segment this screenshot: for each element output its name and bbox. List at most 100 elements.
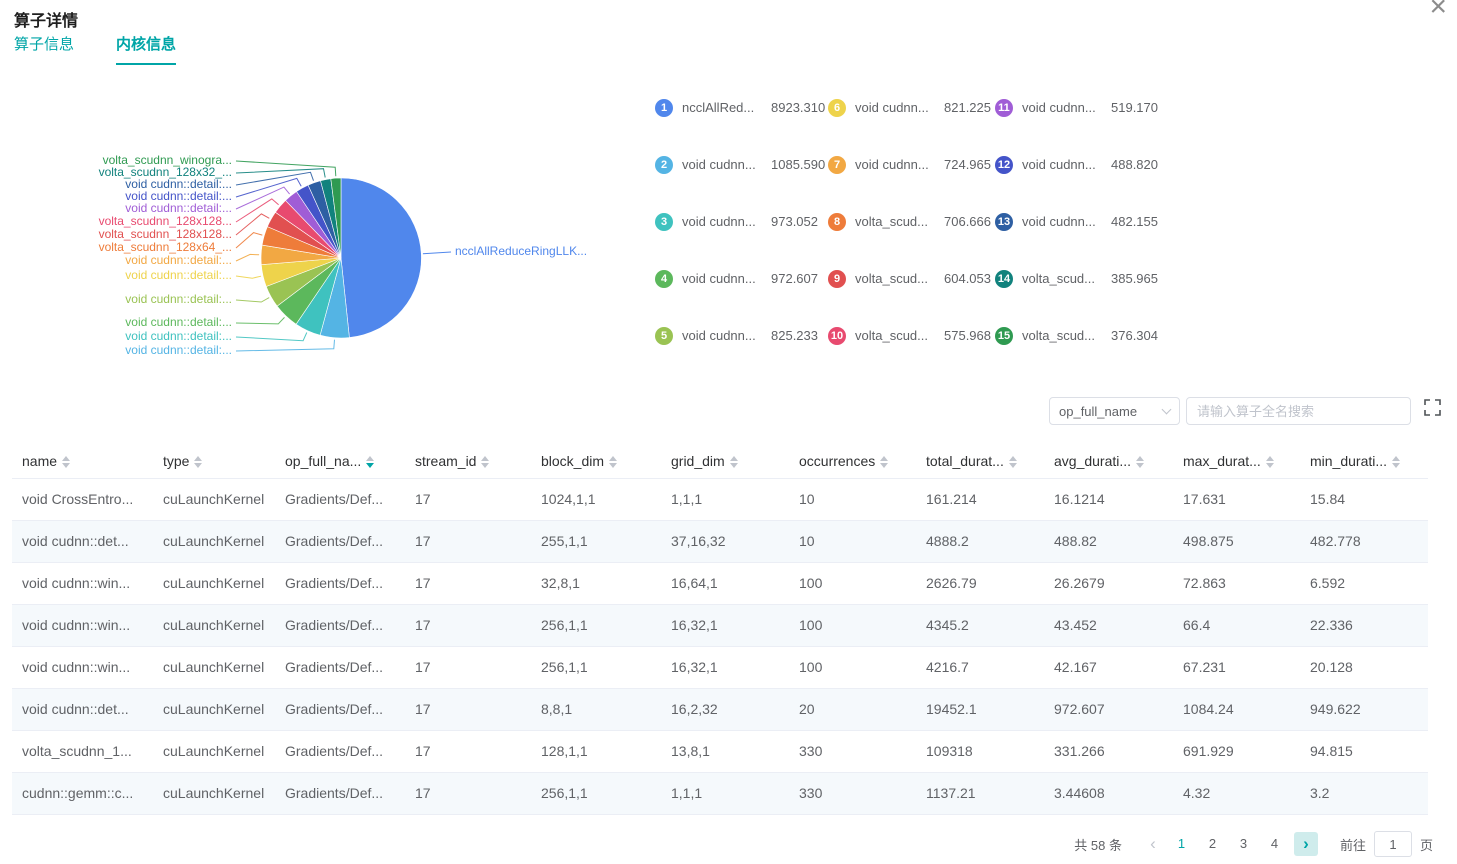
legend-kernel-value: 604.053 — [944, 270, 991, 288]
legend-kernel-value: 385.965 — [1111, 270, 1158, 288]
page-number-4[interactable]: 4 — [1259, 831, 1290, 857]
pie-outside-label: void cudnn::detail:... — [2, 316, 232, 329]
table-row: void cudnn::det...cuLaunchKernelGradient… — [12, 688, 1428, 730]
legend-rank-badge: 4 — [655, 270, 673, 288]
next-page-button[interactable]: › — [1294, 832, 1318, 856]
cell-min_duration: 482.778 — [1300, 520, 1428, 562]
cell-op_full_name: Gradients/Def... — [275, 730, 405, 772]
tab-operator-info[interactable]: 算子信息 — [14, 33, 74, 65]
column-header-label: op_full_na... — [285, 453, 361, 469]
legend-item-11[interactable]: 11void cudnn...519.170 — [995, 99, 1175, 156]
legend-kernel-value: 376.304 — [1111, 327, 1158, 345]
goto-page-input[interactable] — [1374, 831, 1412, 857]
page-number-3[interactable]: 3 — [1228, 831, 1259, 857]
kernel-duration-pie-chart: volta_scudnn_winogra...volta_scudnn_128x… — [0, 70, 660, 385]
legend-item-6[interactable]: 6void cudnn...821.225 — [828, 99, 995, 156]
cell-occurrences: 10 — [789, 478, 916, 520]
column-header-type[interactable]: type — [153, 444, 275, 478]
pagination-total: 共 58 条 — [1074, 835, 1122, 854]
cell-stream_id: 17 — [405, 562, 531, 604]
legend-item-13[interactable]: 13void cudnn...482.155 — [995, 213, 1175, 270]
legend-item-10[interactable]: 10volta_scud...575.968 — [828, 327, 995, 384]
cell-grid_dim: 16,32,1 — [661, 646, 789, 688]
cell-max_duration: 17.631 — [1173, 478, 1300, 520]
cell-occurrences: 100 — [789, 562, 916, 604]
cell-type: cuLaunchKernel — [153, 478, 275, 520]
column-header-max_duration[interactable]: max_durat... — [1173, 444, 1300, 478]
cell-grid_dim: 1,1,1 — [661, 478, 789, 520]
column-header-label: max_durat... — [1183, 453, 1261, 469]
sort-caret-icon[interactable] — [880, 456, 888, 468]
sort-caret-icon[interactable] — [366, 456, 374, 468]
cell-max_duration: 498.875 — [1173, 520, 1300, 562]
sort-caret-icon[interactable] — [1009, 456, 1017, 468]
legend-rank-badge: 13 — [995, 213, 1013, 231]
column-header-occurrences[interactable]: occurrences — [789, 444, 916, 478]
column-header-stream_id[interactable]: stream_id — [405, 444, 531, 478]
fullscreen-icon[interactable] — [1424, 399, 1442, 417]
legend-item-5[interactable]: 5void cudnn...825.233 — [655, 327, 828, 384]
legend-rank-badge: 2 — [655, 156, 673, 174]
legend-kernel-value: 724.965 — [944, 156, 991, 174]
column-header-avg_duration[interactable]: avg_durati... — [1044, 444, 1173, 478]
cell-max_duration: 1084.24 — [1173, 688, 1300, 730]
cell-total_duration: 4345.2 — [916, 604, 1044, 646]
legend-item-9[interactable]: 9volta_scud...604.053 — [828, 270, 995, 327]
column-header-total_duration[interactable]: total_durat... — [916, 444, 1044, 478]
prev-page-button[interactable]: ‹ — [1140, 831, 1166, 857]
sort-caret-icon[interactable] — [609, 456, 617, 468]
cell-grid_dim: 16,32,1 — [661, 604, 789, 646]
cell-type: cuLaunchKernel — [153, 604, 275, 646]
page-number-2[interactable]: 2 — [1197, 831, 1228, 857]
sort-caret-icon[interactable] — [62, 456, 70, 468]
sort-caret-icon[interactable] — [730, 456, 738, 468]
legend-item-3[interactable]: 3void cudnn...973.052 — [655, 213, 828, 270]
cell-max_duration: 66.4 — [1173, 604, 1300, 646]
cell-max_duration: 67.231 — [1173, 646, 1300, 688]
column-header-label: name — [22, 453, 57, 469]
cell-occurrences: 100 — [789, 604, 916, 646]
sort-caret-icon[interactable] — [1392, 456, 1400, 468]
column-header-block_dim[interactable]: block_dim — [531, 444, 661, 478]
legend-item-7[interactable]: 7void cudnn...724.965 — [828, 156, 995, 213]
legend-item-14[interactable]: 14volta_scud...385.965 — [995, 270, 1175, 327]
cell-avg_duration: 972.607 — [1044, 688, 1173, 730]
table-row: cudnn::gemm::c...cuLaunchKernelGradients… — [12, 772, 1428, 814]
pie-label-line — [236, 233, 262, 248]
column-header-name[interactable]: name — [12, 444, 153, 478]
cell-op_full_name: Gradients/Def... — [275, 646, 405, 688]
legend-rank-badge: 5 — [655, 327, 673, 345]
cell-op_full_name: Gradients/Def... — [275, 772, 405, 814]
column-header-min_duration[interactable]: min_durati... — [1300, 444, 1428, 478]
cell-name: cudnn::gemm::c... — [12, 772, 153, 814]
column-header-grid_dim[interactable]: grid_dim — [661, 444, 789, 478]
pie-slice-1[interactable] — [341, 178, 421, 338]
legend-kernel-name: volta_scud... — [1022, 270, 1102, 288]
legend-item-12[interactable]: 12void cudnn...488.820 — [995, 156, 1175, 213]
tab-kernel-info[interactable]: 内核信息 — [116, 33, 176, 65]
kernel-search-input[interactable] — [1186, 397, 1411, 425]
legend-rank-badge: 1 — [655, 99, 673, 117]
cell-avg_duration: 3.44608 — [1044, 772, 1173, 814]
sort-caret-icon[interactable] — [194, 456, 202, 468]
cell-name: void cudnn::win... — [12, 604, 153, 646]
close-icon[interactable]: × — [1429, 0, 1447, 22]
legend-item-4[interactable]: 4void cudnn...972.607 — [655, 270, 828, 327]
page-number-1[interactable]: 1 — [1166, 831, 1197, 857]
dialog-title: 算子详情 — [14, 7, 78, 31]
legend-item-2[interactable]: 2void cudnn...1085.590 — [655, 156, 828, 213]
sort-caret-icon[interactable] — [481, 456, 489, 468]
cell-avg_duration: 331.266 — [1044, 730, 1173, 772]
legend-kernel-name: volta_scud... — [855, 270, 935, 288]
legend-kernel-value: 1085.590 — [771, 156, 825, 174]
column-header-label: avg_durati... — [1054, 453, 1131, 469]
sort-caret-icon[interactable] — [1266, 456, 1274, 468]
legend-item-1[interactable]: 1ncclAllRed...8923.310 — [655, 99, 828, 156]
column-select-dropdown[interactable]: op_full_name — [1049, 397, 1180, 425]
cell-avg_duration: 42.167 — [1044, 646, 1173, 688]
sort-caret-icon[interactable] — [1136, 456, 1144, 468]
column-header-op_full_name[interactable]: op_full_na... — [275, 444, 405, 478]
legend-item-15[interactable]: 15volta_scud...376.304 — [995, 327, 1175, 384]
legend-item-8[interactable]: 8volta_scud...706.666 — [828, 213, 995, 270]
pie-label-line — [236, 317, 285, 324]
